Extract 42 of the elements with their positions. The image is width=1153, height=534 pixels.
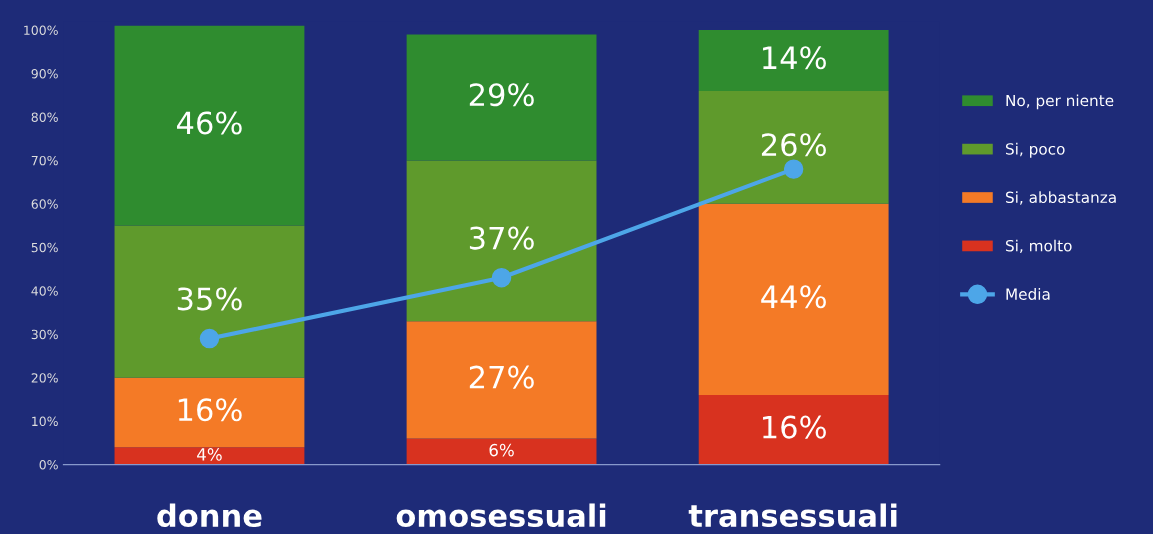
legend-label: Si, abbastanza <box>1005 191 1116 205</box>
data-label: 6% <box>489 443 514 457</box>
y-tick-label: 0% <box>39 460 58 470</box>
x-tick-label: omosessuali <box>396 503 606 528</box>
data-label: 16% <box>178 398 242 422</box>
y-tick-label: 90% <box>31 68 58 79</box>
y-tick-label: 100% <box>24 25 58 35</box>
legend-label: No, per niente <box>1006 94 1114 110</box>
y-tick-label: 20% <box>31 373 58 383</box>
y-tick-label: 40% <box>31 286 58 296</box>
point <box>783 159 804 179</box>
bar <box>698 90 889 204</box>
data-label: 16% <box>763 415 826 439</box>
bar <box>406 34 597 161</box>
bar <box>114 377 305 448</box>
y-tick-label: 80% <box>31 112 58 122</box>
point <box>491 268 512 288</box>
bar <box>406 438 597 465</box>
legend-label: Si, molto <box>1005 239 1072 254</box>
bar <box>114 25 305 226</box>
data-label: 46% <box>177 111 242 135</box>
legend-label: Media <box>1006 288 1050 300</box>
data-label: 27% <box>469 365 534 389</box>
y-tick-label: 70% <box>31 155 58 166</box>
data-label: 4% <box>197 448 222 461</box>
y-tick-label: 10% <box>32 416 58 427</box>
data-label: 29% <box>469 83 534 107</box>
data-label: 44% <box>761 285 826 309</box>
bar <box>698 30 889 91</box>
data-label: 35% <box>177 287 242 311</box>
bar <box>114 447 305 465</box>
y-tick-label: 60% <box>31 199 58 209</box>
x-tick-label: donne <box>157 503 262 528</box>
data-label: 26% <box>761 133 826 157</box>
data-label: 14% <box>763 46 826 70</box>
point <box>199 328 220 349</box>
y-tick-label: 30% <box>31 329 58 340</box>
y-tick-label: 50% <box>31 242 58 253</box>
data-label: 37% <box>469 226 534 250</box>
x-tick-label: transessuali <box>688 503 897 528</box>
legend-label: Si, poco <box>1005 142 1065 158</box>
bar <box>698 395 889 465</box>
